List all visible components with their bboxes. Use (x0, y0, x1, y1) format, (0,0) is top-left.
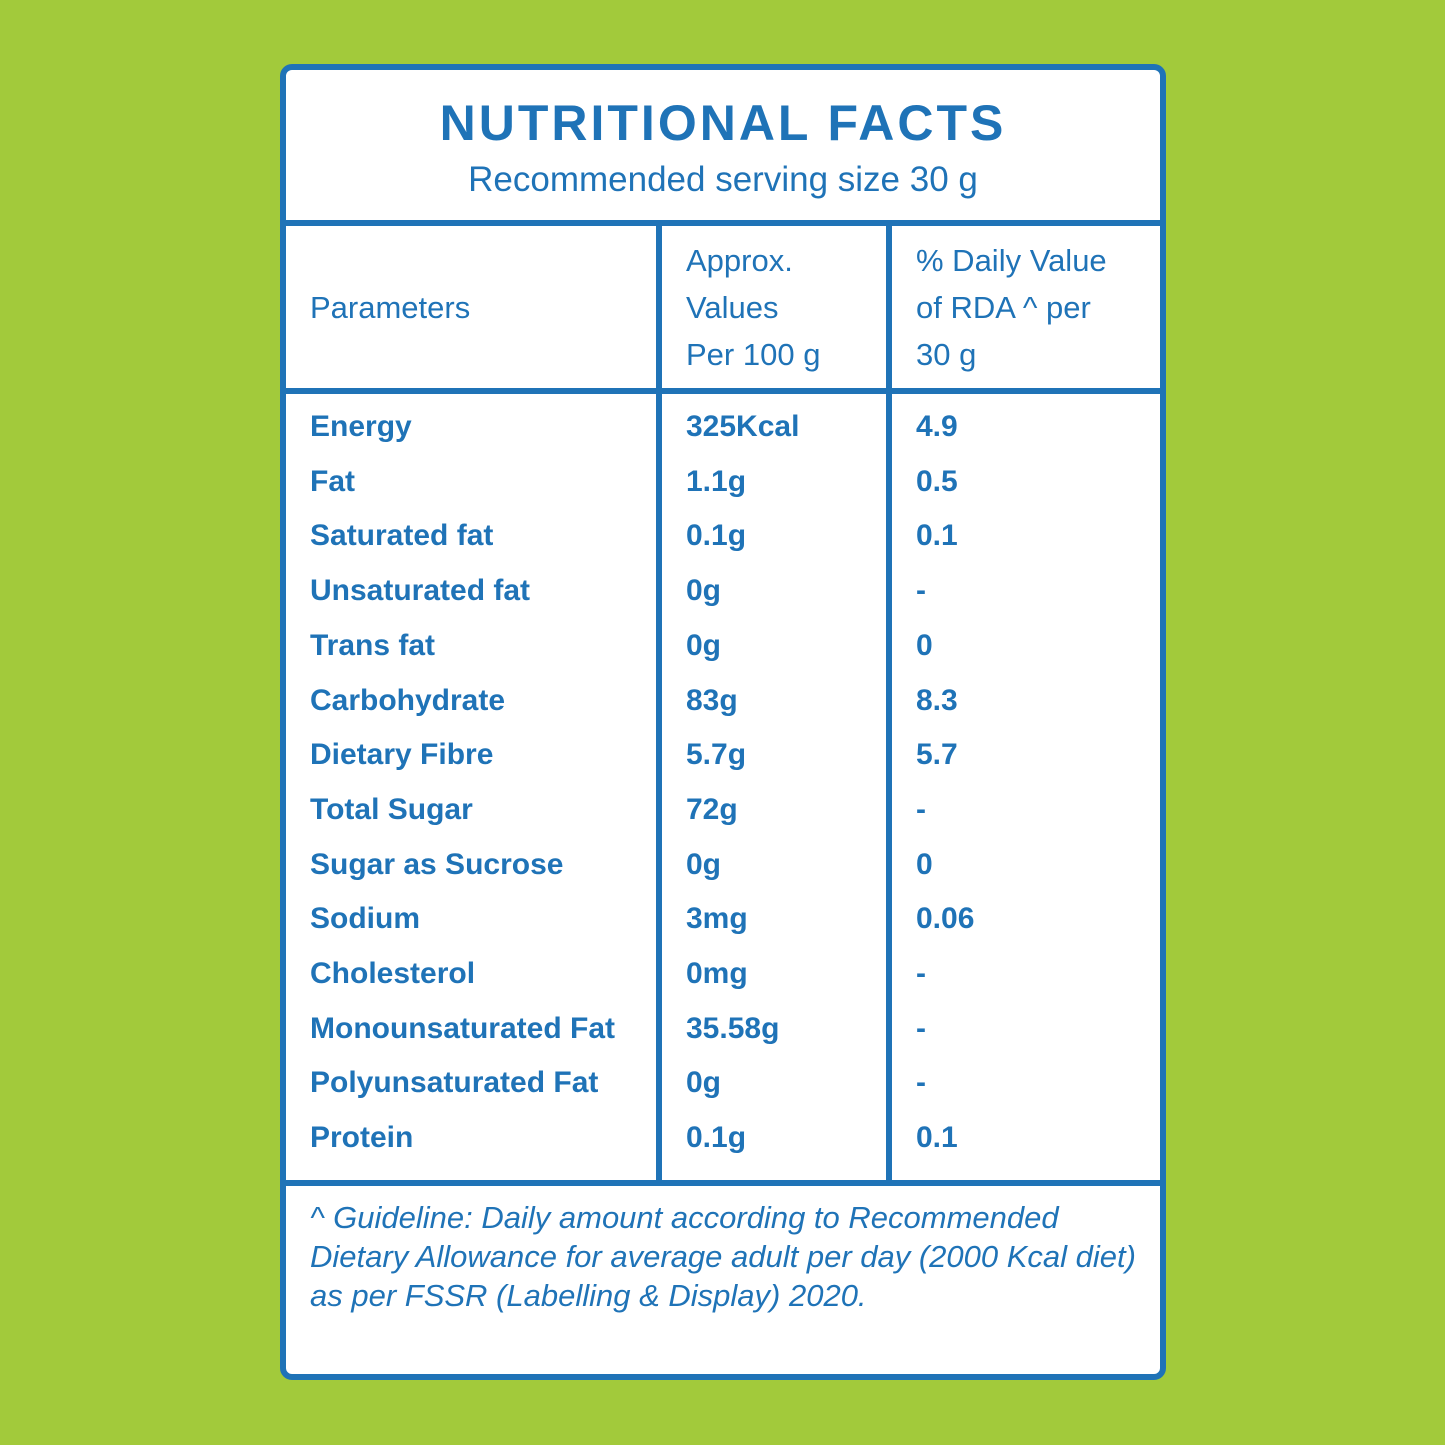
value: 3mg (686, 902, 748, 936)
value: 35.58g (686, 1011, 780, 1045)
table-row: Sodium 3mg 0.06 (286, 902, 1160, 957)
value: 0 (916, 847, 933, 881)
table-row: Carbohydrate 83g 8.3 (286, 684, 1160, 739)
parameter: Unsaturated fat (310, 574, 531, 608)
value: 83g (686, 683, 738, 717)
table-row: Fat 1.1g 0.5 (286, 465, 1160, 520)
parameter: Trans fat (310, 628, 436, 662)
parameter: Cholesterol (310, 957, 476, 990)
value: 5.7 (916, 738, 958, 772)
value: - (916, 792, 926, 826)
title: NUTRITIONAL FACTS (439, 95, 1007, 151)
column-header: Approx. Values Per 100 g (686, 237, 820, 378)
parameter: Saturated fat (310, 519, 494, 553)
value: 0g (686, 847, 722, 881)
parameter: Energy (310, 410, 412, 443)
table-row: Dietary Fibre 5.7g 5.7 (286, 738, 1160, 793)
value: 1.1g (686, 464, 747, 498)
footnote: ^ Guideline: Daily amount according to R… (310, 1200, 1136, 1313)
value: 8.3 (916, 683, 958, 717)
parameter: Carbohydrate (310, 683, 506, 717)
value: 0g (686, 574, 722, 608)
header-line: Approx. (686, 242, 793, 278)
parameter: Dietary Fibre (310, 738, 494, 772)
subtitle: Recommended serving size 30 g (468, 160, 978, 199)
value: 4.9 (916, 410, 958, 443)
value: 0 (916, 628, 933, 662)
value: 72g (686, 792, 738, 826)
value: 0.1g (686, 519, 747, 553)
value: - (916, 1066, 926, 1100)
header-line: 30 g (916, 336, 977, 372)
table-row: Sugar as Sucrose 0g 0 (286, 848, 1160, 903)
table-row: Saturated fat 0.1g 0.1 (286, 519, 1160, 574)
value: - (916, 574, 926, 608)
header-line: Parameters (310, 289, 471, 325)
value: 0.06 (916, 902, 975, 936)
parameter: Monounsaturated Fat (310, 1011, 615, 1045)
value: 325Kcal (686, 410, 800, 443)
header-line: % Daily Value (916, 242, 1107, 278)
column-header: Parameters (310, 284, 470, 331)
table-row: Total Sugar 72g - (286, 793, 1160, 848)
table-row: Monounsaturated Fat 35.58g - (286, 1012, 1160, 1067)
parameter: Total Sugar (310, 792, 473, 826)
parameter: Protein (310, 1121, 414, 1155)
table-row: Polyunsaturated Fat 0g - (286, 1066, 1160, 1121)
value: - (916, 957, 926, 990)
value: 0.1 (916, 1121, 958, 1155)
table-row: Unsaturated fat 0g - (286, 574, 1160, 629)
value: 0.1g (686, 1121, 747, 1155)
value: 0.1 (916, 519, 958, 553)
value: 0g (686, 1066, 722, 1100)
parameter: Fat (310, 464, 355, 498)
value: 5.7g (686, 738, 747, 772)
value: 0mg (686, 957, 748, 990)
table-row: Protein 0.1g 0.1 (286, 1121, 1160, 1176)
value: - (916, 1011, 926, 1045)
header-line: Per 100 g (686, 336, 821, 372)
parameter: Sodium (310, 902, 420, 936)
header-line: Values (686, 289, 779, 325)
nutrition-card: NUTRITIONAL FACTS Recommended serving si… (280, 64, 1166, 1380)
parameter: Sugar as Sucrose (310, 847, 564, 881)
divider (286, 220, 1160, 226)
column-divider (886, 226, 892, 1186)
column-divider (656, 226, 662, 1186)
column-header: % Daily Value of RDA ^ per 30 g (916, 237, 1107, 378)
value: 0.5 (916, 464, 958, 498)
table-row: Cholesterol 0mg - (286, 957, 1160, 1012)
table-row: Trans fat 0g 0 (286, 629, 1160, 684)
divider (286, 1180, 1160, 1186)
value: 0g (686, 628, 722, 662)
parameter: Polyunsaturated Fat (310, 1066, 599, 1100)
divider (286, 388, 1160, 394)
header-line: of RDA ^ per (916, 289, 1091, 325)
table-row: Energy 325Kcal 4.9 (286, 410, 1160, 465)
